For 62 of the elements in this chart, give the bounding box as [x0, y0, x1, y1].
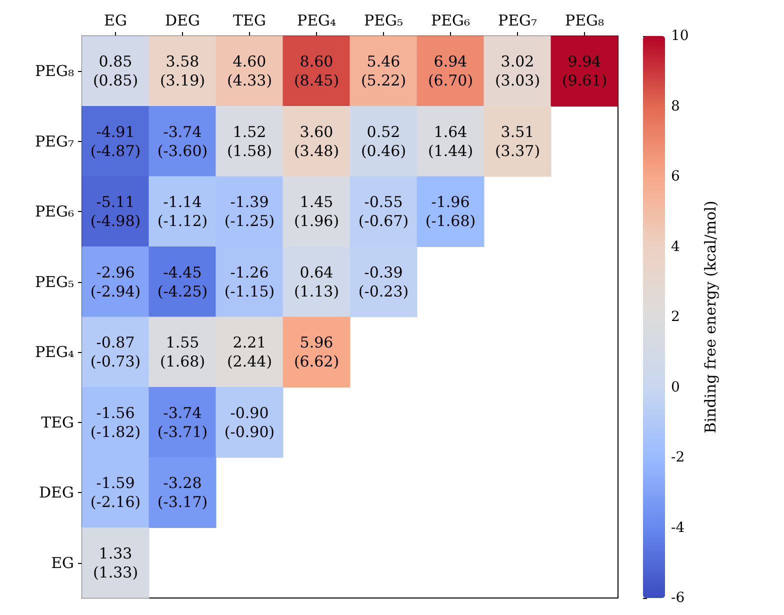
data-label: -0.87 (-0.73)	[90, 334, 141, 371]
data-label: -1.39 (-1.25)	[224, 193, 275, 230]
x-tick-label: DEG	[165, 12, 200, 30]
data-label: -3.74 (-3.60)	[157, 122, 208, 160]
x-tick-label: TEG	[233, 12, 266, 30]
data-label: 1.33 (1.33)	[92, 544, 138, 582]
data-label: 1.52 (1.58)	[226, 122, 272, 160]
data-label: 3.02 (3.03)	[494, 52, 540, 90]
data-label: 0.85 (0.85)	[92, 52, 138, 90]
data-label: 1.55 (1.68)	[160, 334, 206, 371]
data-label: 5.46 (5.22)	[360, 52, 406, 90]
y-tick-label: TEG	[41, 413, 74, 432]
data-label: 0.64 (1.13)	[294, 263, 340, 300]
data-label: -1.14 (-1.12)	[157, 193, 208, 230]
data-label: 2.21 (2.44)	[226, 334, 272, 371]
color-bar-label: 4	[671, 238, 680, 255]
x-tick-label: PEG₈	[564, 12, 604, 30]
data-label: -1.26 (-1.15)	[224, 263, 275, 300]
color-bar-label: -2	[671, 450, 685, 466]
color-bar-label: 10	[671, 28, 689, 44]
y-tick-label: EG	[51, 554, 74, 572]
y-tick-label: PEG₇	[34, 132, 74, 150]
data-label: -0.90 (-0.90)	[224, 404, 275, 441]
y-tick-label: PEG₄	[34, 343, 74, 362]
color-bar-label: 2	[671, 309, 680, 325]
y-tick-label: PEG₆	[34, 202, 74, 221]
color-bar-title: Binding free energy (kcal/mol)	[702, 200, 720, 434]
x-tick-label: PEG₅	[364, 12, 404, 30]
color-bar-label: -6	[671, 590, 685, 606]
data-label: -0.39 (-0.23)	[358, 263, 409, 300]
data-label: 3.58 (3.19)	[160, 52, 206, 90]
data-label: -1.96 (-1.68)	[425, 193, 476, 230]
x-tick-label: PEG₆	[430, 12, 470, 30]
data-label: 5.96 (6.62)	[294, 334, 340, 371]
data-label: -4.91 (-4.87)	[90, 122, 141, 160]
data-label: 0.52 (0.46)	[360, 122, 406, 160]
data-label: 4.60 (4.33)	[226, 52, 272, 90]
color-bar-label: 0	[671, 379, 680, 396]
y-tick-label: DEG	[39, 484, 74, 502]
data-label: 1.45 (1.96)	[294, 193, 340, 230]
x-tick-label: EG	[104, 12, 127, 30]
x-tick-label: PEG₄	[296, 12, 336, 30]
color-bar-label: -4	[671, 520, 685, 536]
data-label: 1.64 (1.44)	[428, 122, 474, 160]
data-label: -3.74 (-3.71)	[157, 404, 208, 441]
data-label: -0.55 (-0.67)	[358, 193, 409, 230]
data-label: -5.11 (-4.98)	[90, 193, 141, 230]
data-label: 6.94 (6.70)	[428, 52, 474, 90]
data-label: -2.96 (-2.94)	[90, 263, 141, 300]
data-label: 9.94 (9.61)	[562, 52, 608, 90]
data-label: -1.56 (-1.82)	[90, 404, 141, 441]
y-tick-label: PEG₈	[34, 62, 74, 80]
color-bar-label: 6	[671, 168, 680, 184]
data-label: 3.60 (3.48)	[294, 122, 340, 160]
data-label: 8.60 (8.45)	[294, 52, 340, 90]
data-label: -3.28 (-3.17)	[157, 474, 208, 512]
data-label: 3.51 (3.37)	[494, 122, 540, 160]
data-label: -4.45 (-4.25)	[157, 263, 208, 300]
x-tick-label: PEG₇	[498, 12, 538, 30]
data-label: -1.59 (-2.16)	[90, 474, 141, 512]
y-tick-label: PEG₅	[34, 272, 74, 291]
color-bar-label: 8	[671, 98, 680, 114]
